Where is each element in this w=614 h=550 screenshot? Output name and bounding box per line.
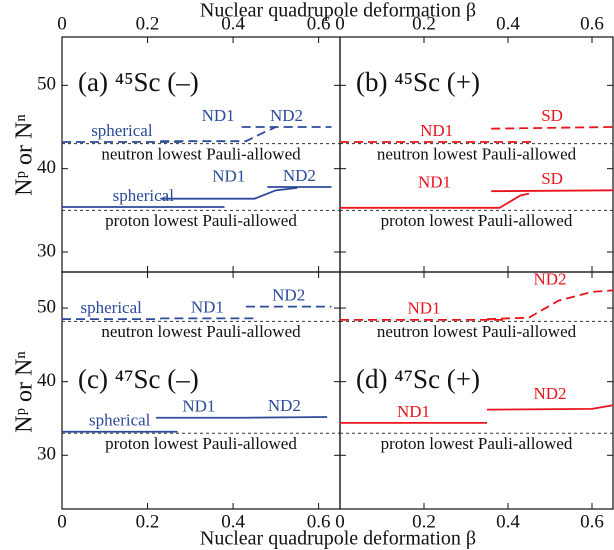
series-label: SD bbox=[541, 106, 563, 125]
x-axis-title: Nuclear quadrupole deformation β bbox=[200, 0, 476, 22]
series-line bbox=[491, 126, 614, 130]
series-line bbox=[160, 186, 298, 200]
series-label: ND1 bbox=[397, 402, 430, 421]
series-line bbox=[241, 416, 328, 419]
reference-label: proton lowest Pauli-allowed bbox=[105, 211, 297, 230]
reference-label: proton lowest Pauli-allowed bbox=[381, 434, 573, 453]
x-tick-label: 0 bbox=[57, 511, 67, 532]
y-tick-label: 50 bbox=[37, 296, 56, 317]
x-tick-label: 0.6 bbox=[307, 13, 331, 34]
series-label: ND1 bbox=[182, 397, 215, 416]
x-tick-label: 0.6 bbox=[580, 511, 604, 532]
series-label: spherical bbox=[81, 298, 143, 317]
reference-label: neutron lowest Pauli-allowed bbox=[377, 322, 577, 341]
y-axis-title: Nᵖ or Nⁿ bbox=[12, 351, 38, 433]
series-label: ND2 bbox=[270, 106, 303, 125]
x-tick-label: 0.6 bbox=[580, 13, 604, 34]
series-label: ND2 bbox=[283, 166, 316, 185]
panel-title: (a) ⁴⁵Sc (–) bbox=[78, 67, 199, 97]
x-tick-label: 0.2 bbox=[136, 13, 160, 34]
reference-label: proton lowest Pauli-allowed bbox=[105, 434, 297, 453]
x-tick-label: 0.2 bbox=[136, 511, 160, 532]
series-label: ND1 bbox=[418, 173, 451, 192]
y-tick-label: 40 bbox=[37, 370, 56, 391]
x-tick-label: 0.6 bbox=[307, 511, 331, 532]
series-label: ND2 bbox=[268, 396, 301, 415]
series-label: ND2 bbox=[533, 384, 566, 403]
x-axis-title: Nuclear quadrupole deformation β bbox=[200, 528, 476, 550]
series-label: SD bbox=[541, 169, 563, 188]
series-label: spherical bbox=[89, 411, 151, 430]
series-line bbox=[486, 289, 614, 321]
x-tick-label: 0.2 bbox=[412, 511, 436, 532]
y-tick-label: 30 bbox=[37, 444, 56, 465]
panel-title: (b) ⁴⁵Sc (+) bbox=[356, 67, 480, 97]
reference-label: neutron lowest Pauli-allowed bbox=[101, 145, 301, 164]
x-tick-label: 0 bbox=[335, 13, 345, 34]
series-line bbox=[486, 404, 614, 411]
reference-label: neutron lowest Pauli-allowed bbox=[377, 145, 577, 164]
series-label: ND1 bbox=[420, 121, 453, 140]
panel-title: (c) ⁴⁷Sc (–) bbox=[78, 364, 199, 394]
y-tick-label: 50 bbox=[37, 74, 56, 95]
series-label: ND1 bbox=[212, 167, 245, 186]
plot-frame bbox=[339, 271, 614, 510]
series-label: ND2 bbox=[272, 285, 305, 304]
series-line bbox=[160, 126, 277, 143]
series-label: spherical bbox=[113, 186, 175, 205]
x-tick-label: 0.4 bbox=[221, 511, 245, 532]
series-label: ND1 bbox=[191, 297, 224, 316]
series-line bbox=[340, 192, 530, 209]
x-tick-label: 0.4 bbox=[496, 511, 520, 532]
x-tick-label: 0.4 bbox=[496, 13, 520, 34]
series-label: ND1 bbox=[202, 106, 235, 125]
y-tick-label: 40 bbox=[37, 157, 56, 178]
x-tick-label: 0.2 bbox=[412, 13, 436, 34]
x-tick-label: 0 bbox=[57, 13, 67, 34]
x-tick-label: 0.4 bbox=[221, 13, 245, 34]
x-tick-label: 0 bbox=[335, 511, 345, 532]
series-label: ND1 bbox=[407, 299, 440, 318]
series-line bbox=[491, 189, 614, 193]
series-label: ND2 bbox=[533, 269, 566, 288]
panel-title: (d) ⁴⁷Sc (+) bbox=[356, 364, 480, 394]
reference-label: proton lowest Pauli-allowed bbox=[381, 211, 573, 230]
y-axis-title: Nᵖ or Nⁿ bbox=[12, 114, 38, 196]
y-tick-label: 30 bbox=[37, 240, 56, 261]
reference-label: neutron lowest Pauli-allowed bbox=[101, 322, 301, 341]
series-label: spherical bbox=[91, 121, 153, 140]
